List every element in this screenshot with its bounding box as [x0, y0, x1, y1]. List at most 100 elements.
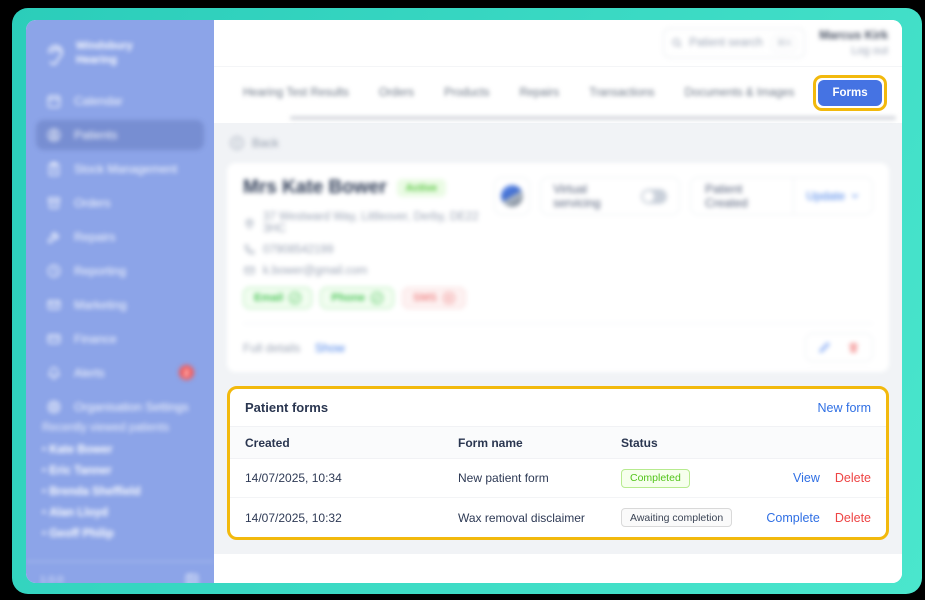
user-name: Marcus Kirk	[819, 28, 888, 43]
check-circle-icon: ✓	[289, 292, 302, 304]
form-created: 14/07/2025, 10:34	[245, 471, 342, 485]
search-icon	[671, 37, 683, 49]
back-label: Back	[252, 136, 279, 150]
form-name: New patient form	[458, 471, 549, 485]
patient-name: Mrs Kate Bower	[243, 177, 387, 198]
sidebar-item-organisation-settings[interactable]: Organisation Settings	[36, 392, 204, 422]
patient-email: k.bower@gmail.com	[263, 264, 368, 277]
search-shortcut-badge: ⌘K	[771, 34, 798, 52]
sidebar-item-repairs[interactable]: Repairs	[36, 222, 204, 252]
sidebar-item-reporting[interactable]: Reporting	[36, 256, 204, 286]
bell-icon	[46, 365, 62, 381]
complete-form-link[interactable]: Complete	[766, 510, 820, 525]
recent-patient-link[interactable]: Geoff Philip	[42, 528, 198, 540]
sidebar-item-label: Finance	[74, 331, 117, 346]
globe-icon	[501, 185, 524, 207]
back-icon	[229, 135, 245, 151]
patient-forms-panel: Patient forms New form Created Form name…	[227, 386, 889, 540]
virtual-servicing-logo	[493, 177, 531, 215]
form-name: Wax removal disclaimer	[458, 510, 585, 525]
tab-documents-images[interactable]: Documents & Images	[670, 81, 810, 105]
sidebar-item-label: Stock Management	[74, 161, 178, 176]
delete-icon[interactable]	[847, 341, 860, 354]
sidebar-item-calendar[interactable]: Calendar	[36, 86, 204, 116]
gear-icon	[46, 399, 62, 415]
patient-tabs: Hearing Test Results Orders Products Rep…	[214, 66, 902, 123]
tab-orders[interactable]: Orders	[364, 81, 429, 105]
delete-form-link[interactable]: Delete	[834, 510, 871, 525]
app-window: Windsbury Hearing Calendar Patients Stock…	[26, 20, 902, 583]
sidebar-nav: Calendar Patients Stock Management Order…	[26, 86, 214, 422]
sidebar-item-label: Alerts	[74, 365, 105, 380]
main-area: Patient search ⌘K Marcus Kirk Log out He…	[214, 20, 902, 583]
delete-form-link[interactable]: Delete	[834, 471, 871, 485]
recent-patient-link[interactable]: Kate Bower	[42, 444, 198, 456]
panel-title: Patient forms	[245, 400, 329, 415]
consent-sms-badge: SMS ✕	[401, 287, 466, 309]
recent-title: Recently viewed patients	[42, 421, 170, 434]
sidebar-item-label: Calendar	[74, 93, 123, 108]
patient-phone: 07908542199	[263, 243, 334, 256]
patient-summary-card: Mrs Kate Bower Active 37 Westward Way, L…	[227, 163, 889, 372]
check-circle-icon: ✓	[370, 292, 383, 304]
forms-tab-highlight: Forms	[813, 75, 887, 111]
tabs-scrollbar[interactable]	[290, 116, 896, 120]
virtual-servicing-toggle[interactable]	[641, 188, 667, 204]
user-menu[interactable]: Marcus Kirk Log out	[819, 28, 888, 58]
sidebar-item-label: Organisation Settings	[74, 399, 189, 414]
recent-patient-link[interactable]: Brenda Sheffield	[42, 486, 198, 498]
recent-patient-link[interactable]: Alan Lloyd	[42, 507, 198, 519]
email-icon	[243, 264, 256, 277]
column-header-status: Status	[621, 435, 658, 450]
sidebar-item-label: Repairs	[74, 229, 116, 244]
sidebar-item-label: Marketing	[74, 297, 127, 312]
location-pin-icon	[243, 217, 256, 230]
sidebar-item-finance[interactable]: Finance	[36, 324, 204, 354]
form-created: 14/07/2025, 10:32	[245, 510, 342, 525]
tab-content: Back Mrs Kate Bower Active 37 Westward	[214, 123, 902, 583]
calendar-icon	[46, 93, 62, 109]
sidebar-item-orders[interactable]: Orders	[36, 188, 204, 218]
consent-phone-badge: Phone ✓	[320, 287, 394, 309]
consent-email-badge: Email ✓	[243, 287, 313, 309]
tab-hearing-test-results[interactable]: Hearing Test Results	[228, 81, 364, 105]
recent-patient-link[interactable]: Eric Tanner	[42, 465, 198, 477]
box-icon	[46, 195, 62, 211]
virtual-servicing-label: Virtual servicing	[553, 182, 601, 210]
search-placeholder: Patient search	[689, 37, 763, 49]
sidebar-item-alerts[interactable]: Alerts 2	[36, 358, 204, 388]
patient-search-input[interactable]: Patient search ⌘K	[663, 28, 806, 58]
tab-transactions[interactable]: Transactions	[574, 81, 669, 105]
sidebar-item-stock-management[interactable]: Stock Management	[36, 154, 204, 184]
new-form-link[interactable]: New form	[817, 400, 871, 415]
collapse-sidebar-icon[interactable]	[184, 572, 200, 583]
phone-icon	[243, 243, 256, 256]
sidebar: Windsbury Hearing Calendar Patients Stock…	[26, 20, 214, 583]
wrench-icon	[46, 229, 62, 245]
tab-repairs[interactable]: Repairs	[504, 81, 574, 105]
status-badge: Completed	[621, 468, 690, 488]
tab-forms[interactable]: Forms	[818, 80, 882, 106]
show-details-link[interactable]: Show	[314, 340, 345, 355]
tab-products[interactable]: Products	[429, 81, 504, 105]
edit-icon[interactable]	[818, 341, 831, 354]
forms-table-header: Created Form name Status	[230, 426, 886, 459]
back-button[interactable]: Back	[229, 135, 299, 151]
sidebar-item-marketing[interactable]: Marketing	[36, 290, 204, 320]
table-row: 14/07/2025, 10:32 Wax removal disclaimer…	[230, 498, 886, 537]
app-version: 1.0.0	[40, 573, 64, 584]
update-dropdown[interactable]: Update	[794, 189, 872, 203]
full-details-label: Full details	[243, 340, 301, 355]
logout-link[interactable]: Log out	[851, 44, 888, 57]
sidebar-item-patients[interactable]: Patients	[36, 119, 204, 150]
topbar: Patient search ⌘K Marcus Kirk Log out	[214, 20, 902, 66]
envelope-icon	[46, 297, 62, 313]
alerts-count-badge: 2	[179, 365, 194, 380]
brand-logo: Windsbury Hearing	[26, 34, 214, 86]
patients-icon	[46, 127, 62, 143]
tab-notes[interactable]: Notes	[891, 81, 902, 105]
sidebar-item-label: Patients	[74, 127, 118, 142]
sidebar-item-label: Orders	[74, 195, 111, 210]
patient-status-badge: Active	[396, 179, 447, 197]
view-form-link[interactable]: View	[792, 471, 820, 485]
